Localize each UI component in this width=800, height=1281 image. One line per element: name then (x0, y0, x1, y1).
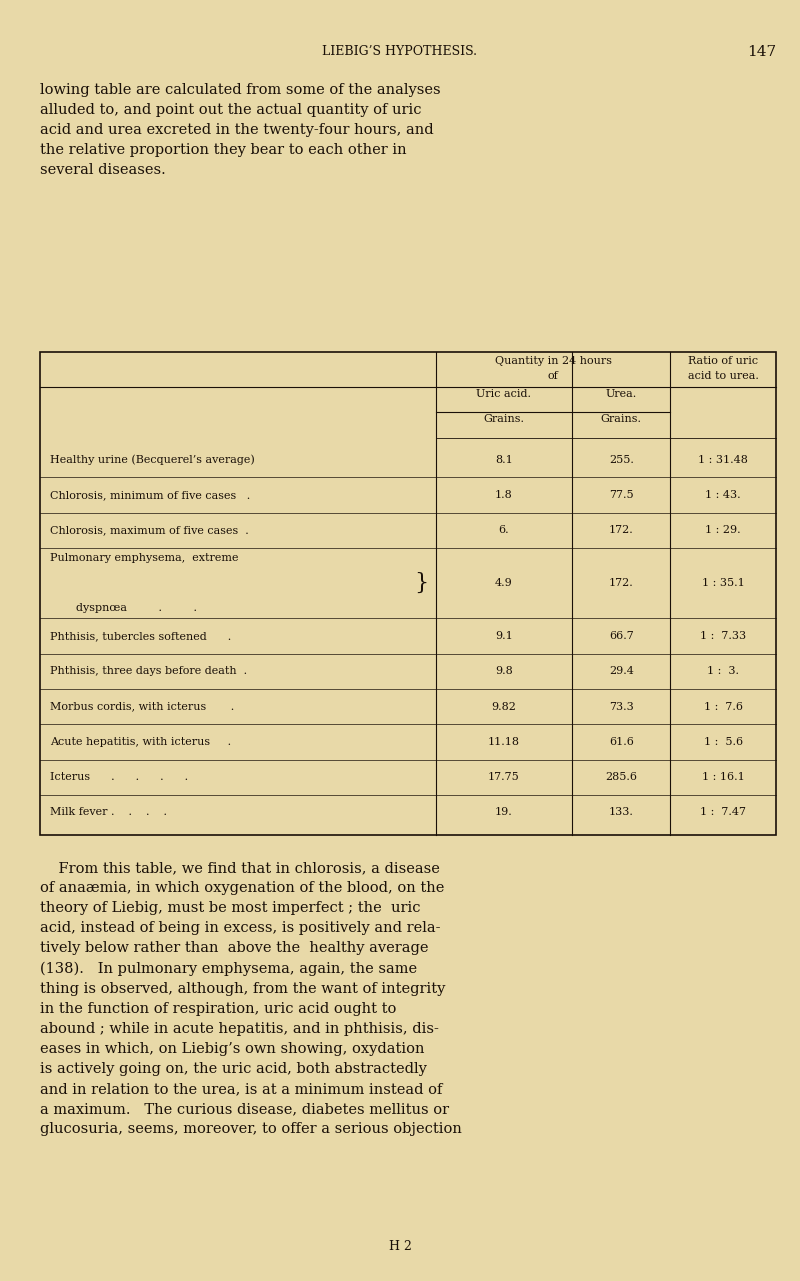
Text: Chlorosis, minimum of five cases   .: Chlorosis, minimum of five cases . (50, 489, 250, 500)
Text: 1 :  5.6: 1 : 5.6 (704, 737, 742, 747)
Text: 4.9: 4.9 (495, 578, 513, 588)
Text: 1 :  7.47: 1 : 7.47 (700, 807, 746, 817)
Text: Acute hepatitis, with icterus     .: Acute hepatitis, with icterus . (50, 737, 230, 747)
Text: Phthisis, three days before death  .: Phthisis, three days before death . (50, 666, 246, 676)
Text: 1.8: 1.8 (495, 489, 513, 500)
Text: 1 : 16.1: 1 : 16.1 (702, 772, 745, 783)
Text: Quantity in 24 hours: Quantity in 24 hours (494, 356, 612, 366)
Text: 1 :  7.6: 1 : 7.6 (704, 702, 742, 711)
Text: Chlorosis, maximum of five cases  .: Chlorosis, maximum of five cases . (50, 525, 248, 535)
Text: 17.75: 17.75 (488, 772, 520, 783)
Text: 73.3: 73.3 (609, 702, 634, 711)
Text: LIEBIG’S HYPOTHESIS.: LIEBIG’S HYPOTHESIS. (322, 45, 478, 58)
Text: acid to urea.: acid to urea. (688, 371, 758, 382)
Text: 19.: 19. (495, 807, 513, 817)
Text: Icterus      .      .      .      .: Icterus . . . . (50, 772, 188, 783)
Text: From this table, we find that in chlorosis, a disease
of anaæmia, in which oxyge: From this table, we find that in chloros… (40, 861, 462, 1136)
Text: }: } (414, 573, 429, 594)
Text: Uric acid.: Uric acid. (477, 389, 531, 400)
Bar (40, 352, 776, 835)
Text: lowing table are calculated from some of the analyses
alluded to, and point out : lowing table are calculated from some of… (40, 83, 441, 178)
Text: 66.7: 66.7 (609, 632, 634, 640)
Text: Ratio of uric: Ratio of uric (688, 356, 758, 366)
Text: Grains.: Grains. (601, 414, 642, 424)
Text: 1 :  7.33: 1 : 7.33 (700, 632, 746, 640)
Text: 1 :  3.: 1 : 3. (707, 666, 739, 676)
Text: 1 : 31.48: 1 : 31.48 (698, 455, 748, 465)
Text: 29.4: 29.4 (609, 666, 634, 676)
Text: Milk fever .    .    .    .: Milk fever . . . . (50, 807, 166, 817)
Text: 1 : 29.: 1 : 29. (706, 525, 741, 535)
Text: 61.6: 61.6 (609, 737, 634, 747)
Text: 9.1: 9.1 (495, 632, 513, 640)
Text: 11.18: 11.18 (488, 737, 520, 747)
Text: Morbus cordis, with icterus       .: Morbus cordis, with icterus . (50, 702, 234, 711)
Text: H 2: H 2 (389, 1240, 411, 1253)
Text: 77.5: 77.5 (609, 489, 634, 500)
Text: 133.: 133. (609, 807, 634, 817)
Text: Pulmonary emphysema,  extreme: Pulmonary emphysema, extreme (50, 553, 238, 562)
Text: 9.82: 9.82 (491, 702, 517, 711)
Text: 255.: 255. (609, 455, 634, 465)
Text: dyspnœa         .         .: dyspnœa . . (76, 603, 197, 614)
Text: Urea.: Urea. (606, 389, 637, 400)
Text: 147: 147 (747, 45, 776, 59)
Text: 285.6: 285.6 (605, 772, 637, 783)
Text: 6.: 6. (498, 525, 510, 535)
Text: 1 : 35.1: 1 : 35.1 (702, 578, 745, 588)
Text: Grains.: Grains. (483, 414, 525, 424)
Text: of: of (548, 371, 558, 382)
Text: 1 : 43.: 1 : 43. (706, 489, 741, 500)
Text: 9.8: 9.8 (495, 666, 513, 676)
Text: 8.1: 8.1 (495, 455, 513, 465)
Text: Phthisis, tubercles softened      .: Phthisis, tubercles softened . (50, 632, 231, 640)
Text: 172.: 172. (609, 578, 634, 588)
Text: 172.: 172. (609, 525, 634, 535)
Text: Healthy urine (Becquerel’s average): Healthy urine (Becquerel’s average) (50, 455, 254, 465)
